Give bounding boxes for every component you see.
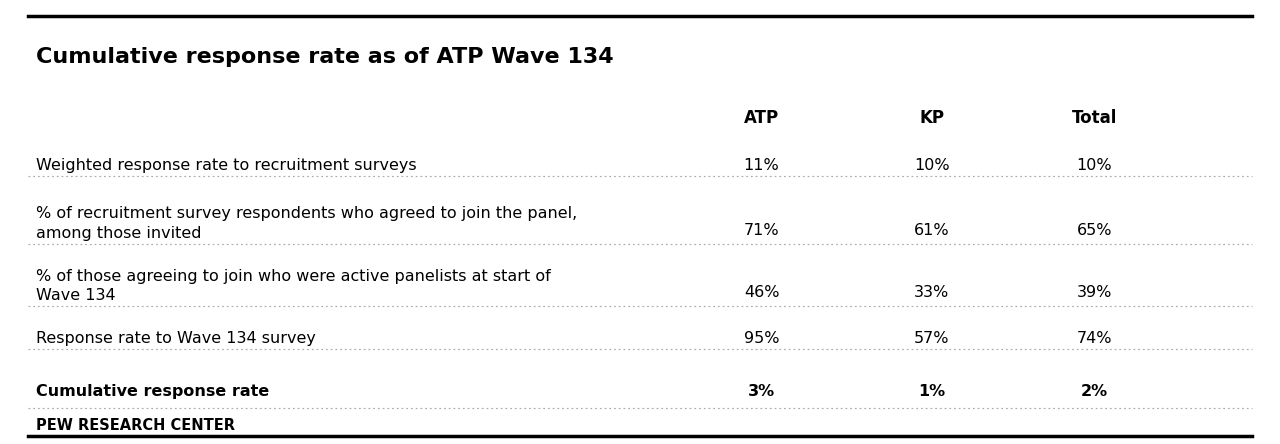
Text: KP: KP — [919, 109, 945, 127]
Text: % of those agreeing to join who were active panelists at start of
Wave 134: % of those agreeing to join who were act… — [36, 269, 550, 303]
Text: Response rate to Wave 134 survey: Response rate to Wave 134 survey — [36, 331, 316, 346]
Text: ATP: ATP — [744, 109, 780, 127]
Text: 57%: 57% — [914, 331, 950, 346]
Text: 65%: 65% — [1076, 223, 1112, 238]
Text: Cumulative response rate as of ATP Wave 134: Cumulative response rate as of ATP Wave … — [36, 47, 613, 67]
Text: % of recruitment survey respondents who agreed to join the panel,
among those in: % of recruitment survey respondents who … — [36, 206, 577, 241]
Text: 11%: 11% — [744, 158, 780, 173]
Text: 2%: 2% — [1080, 384, 1108, 399]
Text: 10%: 10% — [914, 158, 950, 173]
Text: 46%: 46% — [744, 285, 780, 301]
Text: 3%: 3% — [748, 384, 776, 399]
Text: 39%: 39% — [1076, 285, 1112, 301]
Text: PEW RESEARCH CENTER: PEW RESEARCH CENTER — [36, 418, 234, 433]
Text: 71%: 71% — [744, 223, 780, 238]
Text: 33%: 33% — [914, 285, 950, 301]
Text: Weighted response rate to recruitment surveys: Weighted response rate to recruitment su… — [36, 158, 416, 173]
Text: 74%: 74% — [1076, 331, 1112, 346]
Text: 61%: 61% — [914, 223, 950, 238]
Text: Total: Total — [1071, 109, 1117, 127]
Text: Cumulative response rate: Cumulative response rate — [36, 384, 269, 399]
Text: 95%: 95% — [744, 331, 780, 346]
Text: 10%: 10% — [1076, 158, 1112, 173]
Text: 1%: 1% — [918, 384, 946, 399]
